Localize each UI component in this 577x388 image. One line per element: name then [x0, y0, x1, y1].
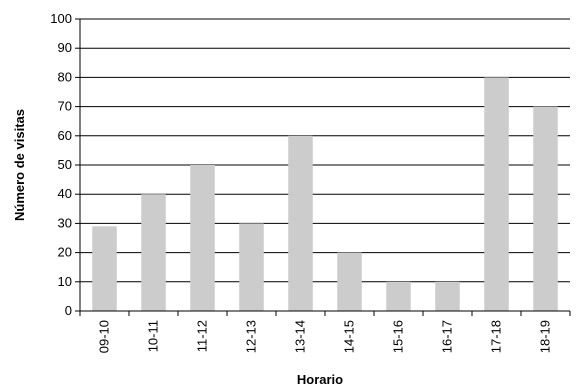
x-tick-label: 18-19	[538, 320, 553, 353]
x-tick-label: 12-13	[244, 320, 259, 353]
x-tick-label: 10-11	[146, 320, 161, 352]
x-tick-label: 15-16	[391, 320, 406, 353]
y-tick-label: 50	[58, 157, 72, 172]
bar-18-19	[533, 106, 558, 311]
y-tick-label: 20	[58, 245, 72, 260]
bars	[92, 77, 558, 312]
y-tick-label: 70	[58, 99, 72, 114]
axes	[75, 18, 571, 316]
bar-17-18	[484, 77, 509, 312]
y-tick-label: 0	[65, 303, 72, 318]
bar-13-14	[288, 135, 313, 311]
bar-12-13	[239, 223, 264, 311]
y-tick-label: 30	[58, 215, 72, 230]
y-tick-label: 10	[58, 274, 72, 289]
x-tick-label: 11-12	[195, 320, 210, 352]
y-tick-label: 40	[58, 186, 72, 201]
y-tick-label: 90	[58, 40, 72, 55]
y-tick-labels: 0 10 20 30 40 50 60 70 80 90 100	[50, 11, 72, 318]
x-axis-title: Horario	[297, 372, 343, 387]
y-tick-label: 100	[50, 11, 72, 26]
bar-11-12	[190, 165, 215, 311]
y-tick-label: 80	[58, 69, 72, 84]
x-tick-label: 17-18	[489, 320, 504, 353]
x-tick-label: 13-14	[293, 320, 308, 353]
x-tick-label: 16-17	[440, 320, 455, 353]
y-axis-title: Número de visitas	[12, 109, 27, 221]
x-tick-labels: 09-10 10-11 11-12 12-13 13-14 14-15 15-16 16-17…	[97, 320, 553, 353]
bar-16-17	[435, 281, 460, 311]
bar-14-15	[337, 252, 362, 311]
x-tick-label: 14-15	[342, 320, 357, 353]
x-tick-label: 09-10	[97, 320, 112, 353]
bar-10-11	[141, 194, 166, 311]
bar-09-10	[92, 226, 117, 311]
y-tick-label: 60	[58, 128, 72, 143]
bar-15-16	[386, 281, 411, 311]
